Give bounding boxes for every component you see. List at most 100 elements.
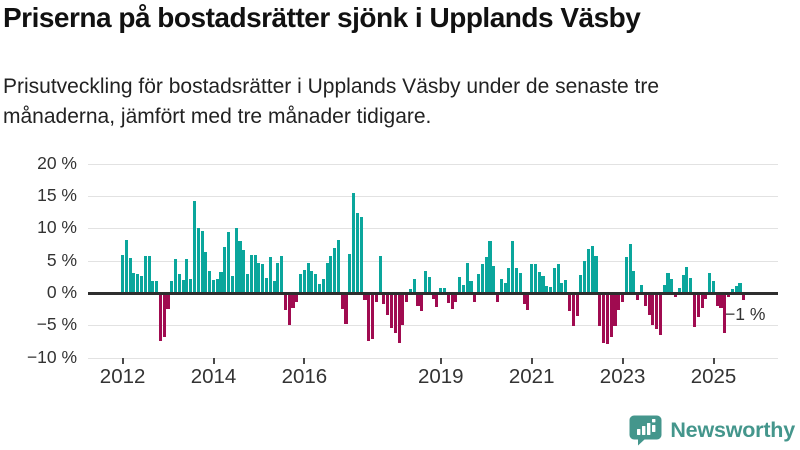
x-axis-label: 2023 — [599, 365, 646, 388]
bar-negative — [367, 294, 371, 342]
bar-negative — [715, 294, 719, 307]
bar-negative — [397, 294, 401, 344]
bar-positive — [465, 263, 469, 293]
bar-positive — [246, 273, 250, 293]
bar-positive — [499, 278, 503, 293]
y-axis-label: 20 % — [37, 152, 77, 173]
bar-positive — [590, 246, 594, 293]
x-axis-tick — [530, 358, 533, 364]
bar-positive — [192, 201, 197, 293]
bar-positive — [511, 241, 515, 293]
bar-positive — [530, 263, 534, 293]
bar-positive — [208, 271, 212, 293]
bar-positive — [624, 257, 628, 293]
bar-positive — [662, 284, 666, 293]
x-axis-tick — [121, 358, 124, 364]
x-axis-label: 2012 — [99, 365, 146, 388]
bar-positive — [628, 244, 632, 293]
bar-positive — [242, 249, 246, 293]
last-value-annotation: −1 % — [725, 304, 766, 324]
bar-positive — [280, 256, 284, 293]
bar-positive — [124, 239, 128, 293]
bar-positive — [378, 256, 382, 293]
bar-positive — [310, 271, 314, 293]
grid-line — [88, 260, 778, 262]
bar-negative — [371, 294, 375, 339]
grid-line — [88, 325, 778, 327]
bar-negative — [496, 294, 500, 303]
x-axis-label: 2025 — [690, 365, 737, 388]
bar-negative — [374, 294, 378, 302]
bar-positive — [442, 288, 447, 293]
bar-positive — [560, 283, 564, 293]
newsworthy-logo: Newsworthy — [629, 415, 795, 446]
bar-positive — [227, 231, 231, 293]
x-axis-tick — [621, 358, 624, 364]
bar-negative — [609, 294, 613, 337]
bar-positive — [181, 280, 185, 293]
bar-positive — [670, 279, 674, 293]
bar-positive — [579, 274, 583, 293]
grid-line — [88, 195, 778, 197]
bar-negative — [719, 294, 723, 309]
y-axis-label: −5 % — [36, 314, 77, 335]
bar-positive — [541, 276, 545, 293]
bar-negative — [742, 294, 746, 301]
bar-positive — [632, 271, 636, 293]
bar-negative — [283, 294, 287, 310]
newsworthy-wordmark: Newsworthy — [670, 418, 795, 442]
bar-negative — [344, 294, 348, 324]
bar-positive — [200, 230, 204, 293]
bar-positive — [333, 247, 337, 293]
bar-negative — [389, 294, 394, 328]
bar-positive — [594, 256, 598, 293]
bar-positive — [730, 289, 734, 293]
bar-negative — [340, 294, 344, 309]
bar-negative — [522, 294, 526, 304]
bar-positive — [738, 283, 742, 293]
bar-positive — [317, 283, 322, 293]
x-axis-tick — [712, 358, 715, 364]
bar-negative — [454, 294, 458, 302]
bar-positive — [355, 212, 359, 293]
bar-negative — [575, 294, 579, 316]
bar-negative — [636, 294, 640, 301]
bar-positive — [143, 256, 147, 293]
bar-positive — [677, 287, 681, 293]
bar-positive — [507, 267, 511, 293]
grid-line — [88, 357, 778, 359]
bar-positive — [708, 272, 712, 293]
bar-positive — [586, 249, 590, 293]
bar-positive — [321, 278, 325, 293]
y-axis-label: 5 % — [46, 249, 77, 270]
grid-line — [88, 228, 778, 230]
bar-positive — [681, 274, 685, 293]
bar-negative — [617, 294, 621, 311]
bar-negative — [382, 294, 386, 304]
bar-positive — [299, 274, 303, 293]
bar-positive — [484, 257, 488, 293]
bar-negative — [643, 294, 647, 306]
bar-negative — [405, 294, 409, 302]
bar-positive — [503, 283, 507, 293]
bar-positive — [230, 275, 234, 293]
y-axis-label: −10 % — [26, 346, 77, 367]
bar-positive — [261, 263, 265, 293]
bar-negative — [567, 294, 572, 311]
x-axis-label: 2019 — [417, 365, 464, 388]
bar-positive — [469, 280, 473, 293]
bar-positive — [253, 254, 257, 293]
x-axis-label: 2016 — [281, 365, 328, 388]
bar-positive — [639, 285, 644, 293]
bar-positive — [249, 255, 253, 293]
bar-positive — [492, 266, 496, 293]
bar-negative — [291, 294, 295, 309]
x-axis-tick — [303, 358, 306, 364]
bar-negative — [727, 294, 731, 298]
bar-negative — [295, 294, 299, 303]
bar-negative — [704, 294, 708, 300]
bar-positive — [272, 280, 276, 293]
bar-negative — [158, 294, 162, 341]
bar-positive — [211, 280, 215, 293]
bar-positive — [177, 274, 181, 293]
